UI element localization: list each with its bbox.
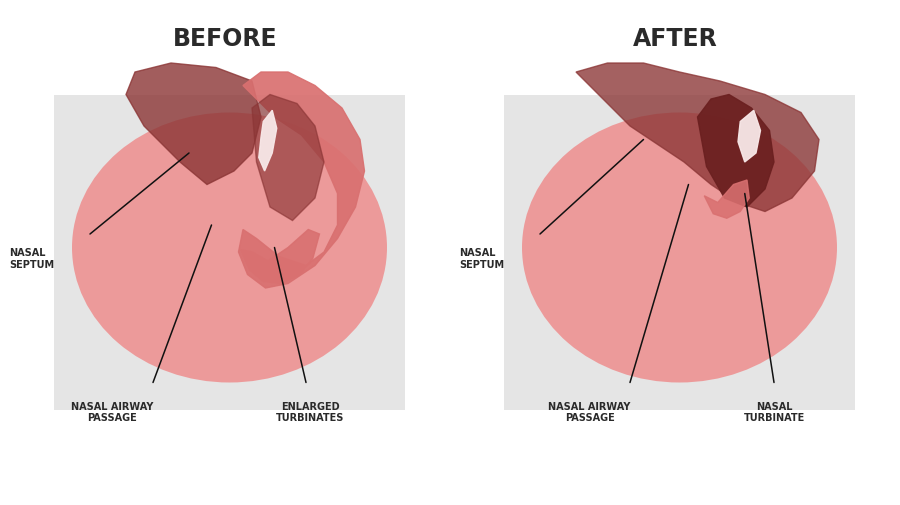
Text: AFTER: AFTER — [633, 27, 717, 51]
Text: NASAL
SEPTUM: NASAL SEPTUM — [9, 248, 54, 270]
Bar — [504, 95, 855, 410]
Bar — [54, 95, 405, 410]
Polygon shape — [240, 230, 320, 284]
Text: NASAL
SEPTUM: NASAL SEPTUM — [459, 248, 504, 270]
Ellipse shape — [522, 113, 837, 383]
Polygon shape — [738, 111, 760, 163]
Polygon shape — [704, 181, 749, 219]
Polygon shape — [126, 64, 261, 185]
Text: NASAL AIRWAY
PASSAGE: NASAL AIRWAY PASSAGE — [548, 400, 631, 422]
Polygon shape — [698, 95, 774, 208]
Ellipse shape — [72, 113, 387, 383]
Polygon shape — [238, 73, 364, 288]
Polygon shape — [252, 95, 324, 221]
Text: NASAL AIRWAY
PASSAGE: NASAL AIRWAY PASSAGE — [71, 400, 154, 422]
Polygon shape — [259, 111, 277, 172]
Polygon shape — [576, 64, 819, 212]
Text: ENLARGED
TURBINATES: ENLARGED TURBINATES — [276, 400, 345, 422]
Text: NASAL
TURBINATE: NASAL TURBINATE — [743, 400, 805, 422]
Text: BEFORE: BEFORE — [173, 27, 277, 51]
